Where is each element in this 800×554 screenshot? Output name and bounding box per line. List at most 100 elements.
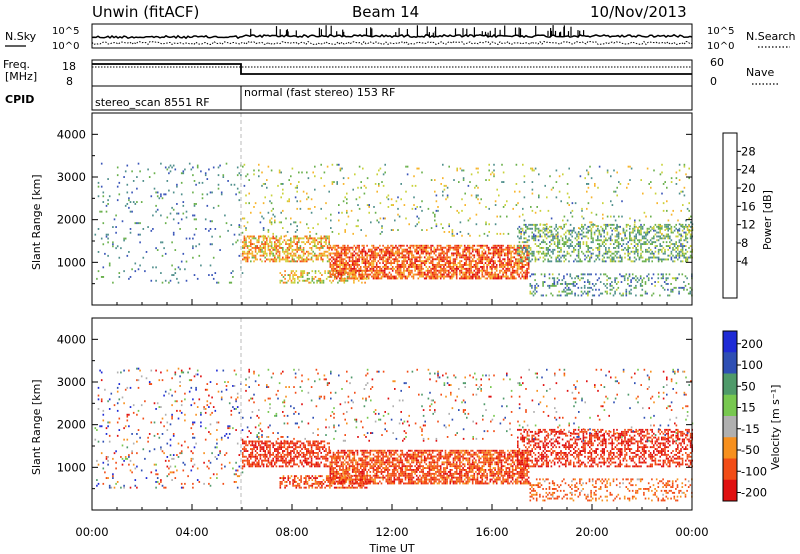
echo-cell bbox=[486, 271, 488, 274]
echo-cell bbox=[545, 233, 548, 236]
echo-cell bbox=[475, 262, 477, 264]
noise-right-tick-bottom: 10^0 bbox=[707, 41, 734, 52]
echo-cell bbox=[646, 229, 649, 232]
echo-cell bbox=[670, 177, 673, 180]
echo-cell bbox=[107, 199, 109, 202]
echo-cell bbox=[242, 455, 244, 458]
echo-cell bbox=[623, 275, 626, 278]
echo-cell bbox=[371, 260, 373, 263]
echo-cell bbox=[491, 252, 493, 255]
echo-cell bbox=[568, 237, 570, 240]
echo-cell bbox=[688, 167, 690, 170]
echo-cell bbox=[337, 269, 340, 272]
echo-cell bbox=[180, 193, 183, 196]
echo-cell bbox=[571, 209, 574, 212]
echo-cell bbox=[431, 273, 434, 276]
echo-cell bbox=[230, 409, 233, 412]
echo-cell bbox=[683, 254, 685, 257]
echo-cell bbox=[531, 286, 533, 289]
echo-cell bbox=[525, 231, 527, 234]
echo-cell bbox=[299, 256, 302, 259]
echo-cell bbox=[281, 279, 283, 282]
echo-cell bbox=[683, 245, 685, 247]
echo-cell bbox=[583, 286, 586, 289]
echo-cell bbox=[669, 245, 671, 247]
echo-cell bbox=[192, 191, 194, 194]
echo-cell bbox=[108, 398, 111, 401]
echo-cell bbox=[364, 254, 367, 257]
echo-cell bbox=[597, 239, 599, 242]
echo-cell bbox=[363, 184, 366, 187]
echo-cell bbox=[471, 275, 474, 278]
echo-cell bbox=[621, 237, 623, 240]
echo-cell bbox=[558, 190, 561, 193]
echo-cell bbox=[264, 241, 266, 244]
echo-cell bbox=[169, 444, 172, 447]
echo-cell bbox=[642, 192, 644, 195]
echo-cell bbox=[293, 235, 295, 238]
echo-cell bbox=[444, 256, 447, 259]
echo-cell bbox=[377, 275, 380, 278]
echo-cell bbox=[116, 481, 119, 483]
echo-cell bbox=[251, 243, 254, 245]
echo-cell bbox=[581, 229, 583, 232]
echo-cell bbox=[502, 266, 504, 268]
echo-cell bbox=[665, 233, 668, 236]
echo-cell bbox=[310, 247, 313, 249]
echo-cell bbox=[516, 269, 519, 272]
echo-cell bbox=[475, 264, 477, 266]
echo-cell bbox=[463, 277, 466, 280]
echo-cell bbox=[341, 211, 343, 214]
echo-cell bbox=[261, 446, 263, 449]
echo-cell bbox=[467, 275, 469, 278]
echo-cell bbox=[441, 246, 444, 249]
echo-cell bbox=[431, 250, 434, 253]
echo-cell bbox=[277, 184, 279, 187]
echo-cell bbox=[180, 482, 183, 485]
echo-cell bbox=[497, 273, 500, 276]
echo-cell bbox=[124, 204, 127, 207]
echo-cell bbox=[278, 247, 281, 249]
echo-cell bbox=[686, 260, 689, 263]
echo-cell bbox=[487, 248, 490, 251]
echo-cell bbox=[340, 275, 343, 278]
echo-cell bbox=[459, 264, 461, 266]
echo-cell bbox=[401, 275, 404, 278]
echo-cell bbox=[443, 260, 445, 263]
echo-cell bbox=[611, 204, 614, 206]
echo-cell bbox=[323, 184, 326, 187]
echo-cell bbox=[192, 452, 194, 455]
echo-cell bbox=[542, 247, 545, 249]
echo-cell bbox=[552, 248, 554, 251]
echo-cell bbox=[382, 271, 384, 274]
echo-cell bbox=[388, 275, 391, 278]
echo-cell bbox=[649, 248, 652, 251]
echo-cell bbox=[248, 252, 250, 255]
echo-cell bbox=[664, 237, 666, 240]
echo-cell bbox=[375, 264, 378, 266]
echo-cell bbox=[347, 177, 350, 180]
echo-cell bbox=[396, 264, 399, 266]
echo-cell bbox=[195, 413, 197, 416]
echo-cell bbox=[568, 229, 570, 232]
echo-cell bbox=[581, 250, 583, 253]
echo-cell bbox=[371, 250, 373, 253]
echo-cell bbox=[560, 250, 562, 253]
echo-cell bbox=[635, 247, 637, 249]
echo-cell bbox=[454, 260, 456, 263]
echo-cell bbox=[603, 241, 605, 244]
echo-cell bbox=[396, 260, 399, 263]
echo-cell bbox=[435, 254, 437, 257]
echo-cell bbox=[375, 273, 378, 276]
echo-cell bbox=[363, 273, 365, 276]
echo-cell bbox=[192, 174, 194, 177]
echo-cell bbox=[107, 254, 109, 257]
echo-cell bbox=[653, 256, 655, 259]
echo-cell bbox=[435, 266, 437, 268]
echo-cell bbox=[401, 250, 404, 253]
echo-cell bbox=[566, 239, 569, 242]
echo-cell bbox=[479, 256, 482, 259]
echo-cell bbox=[195, 183, 197, 186]
echo-cell bbox=[515, 248, 517, 251]
echo-cell bbox=[363, 275, 365, 278]
